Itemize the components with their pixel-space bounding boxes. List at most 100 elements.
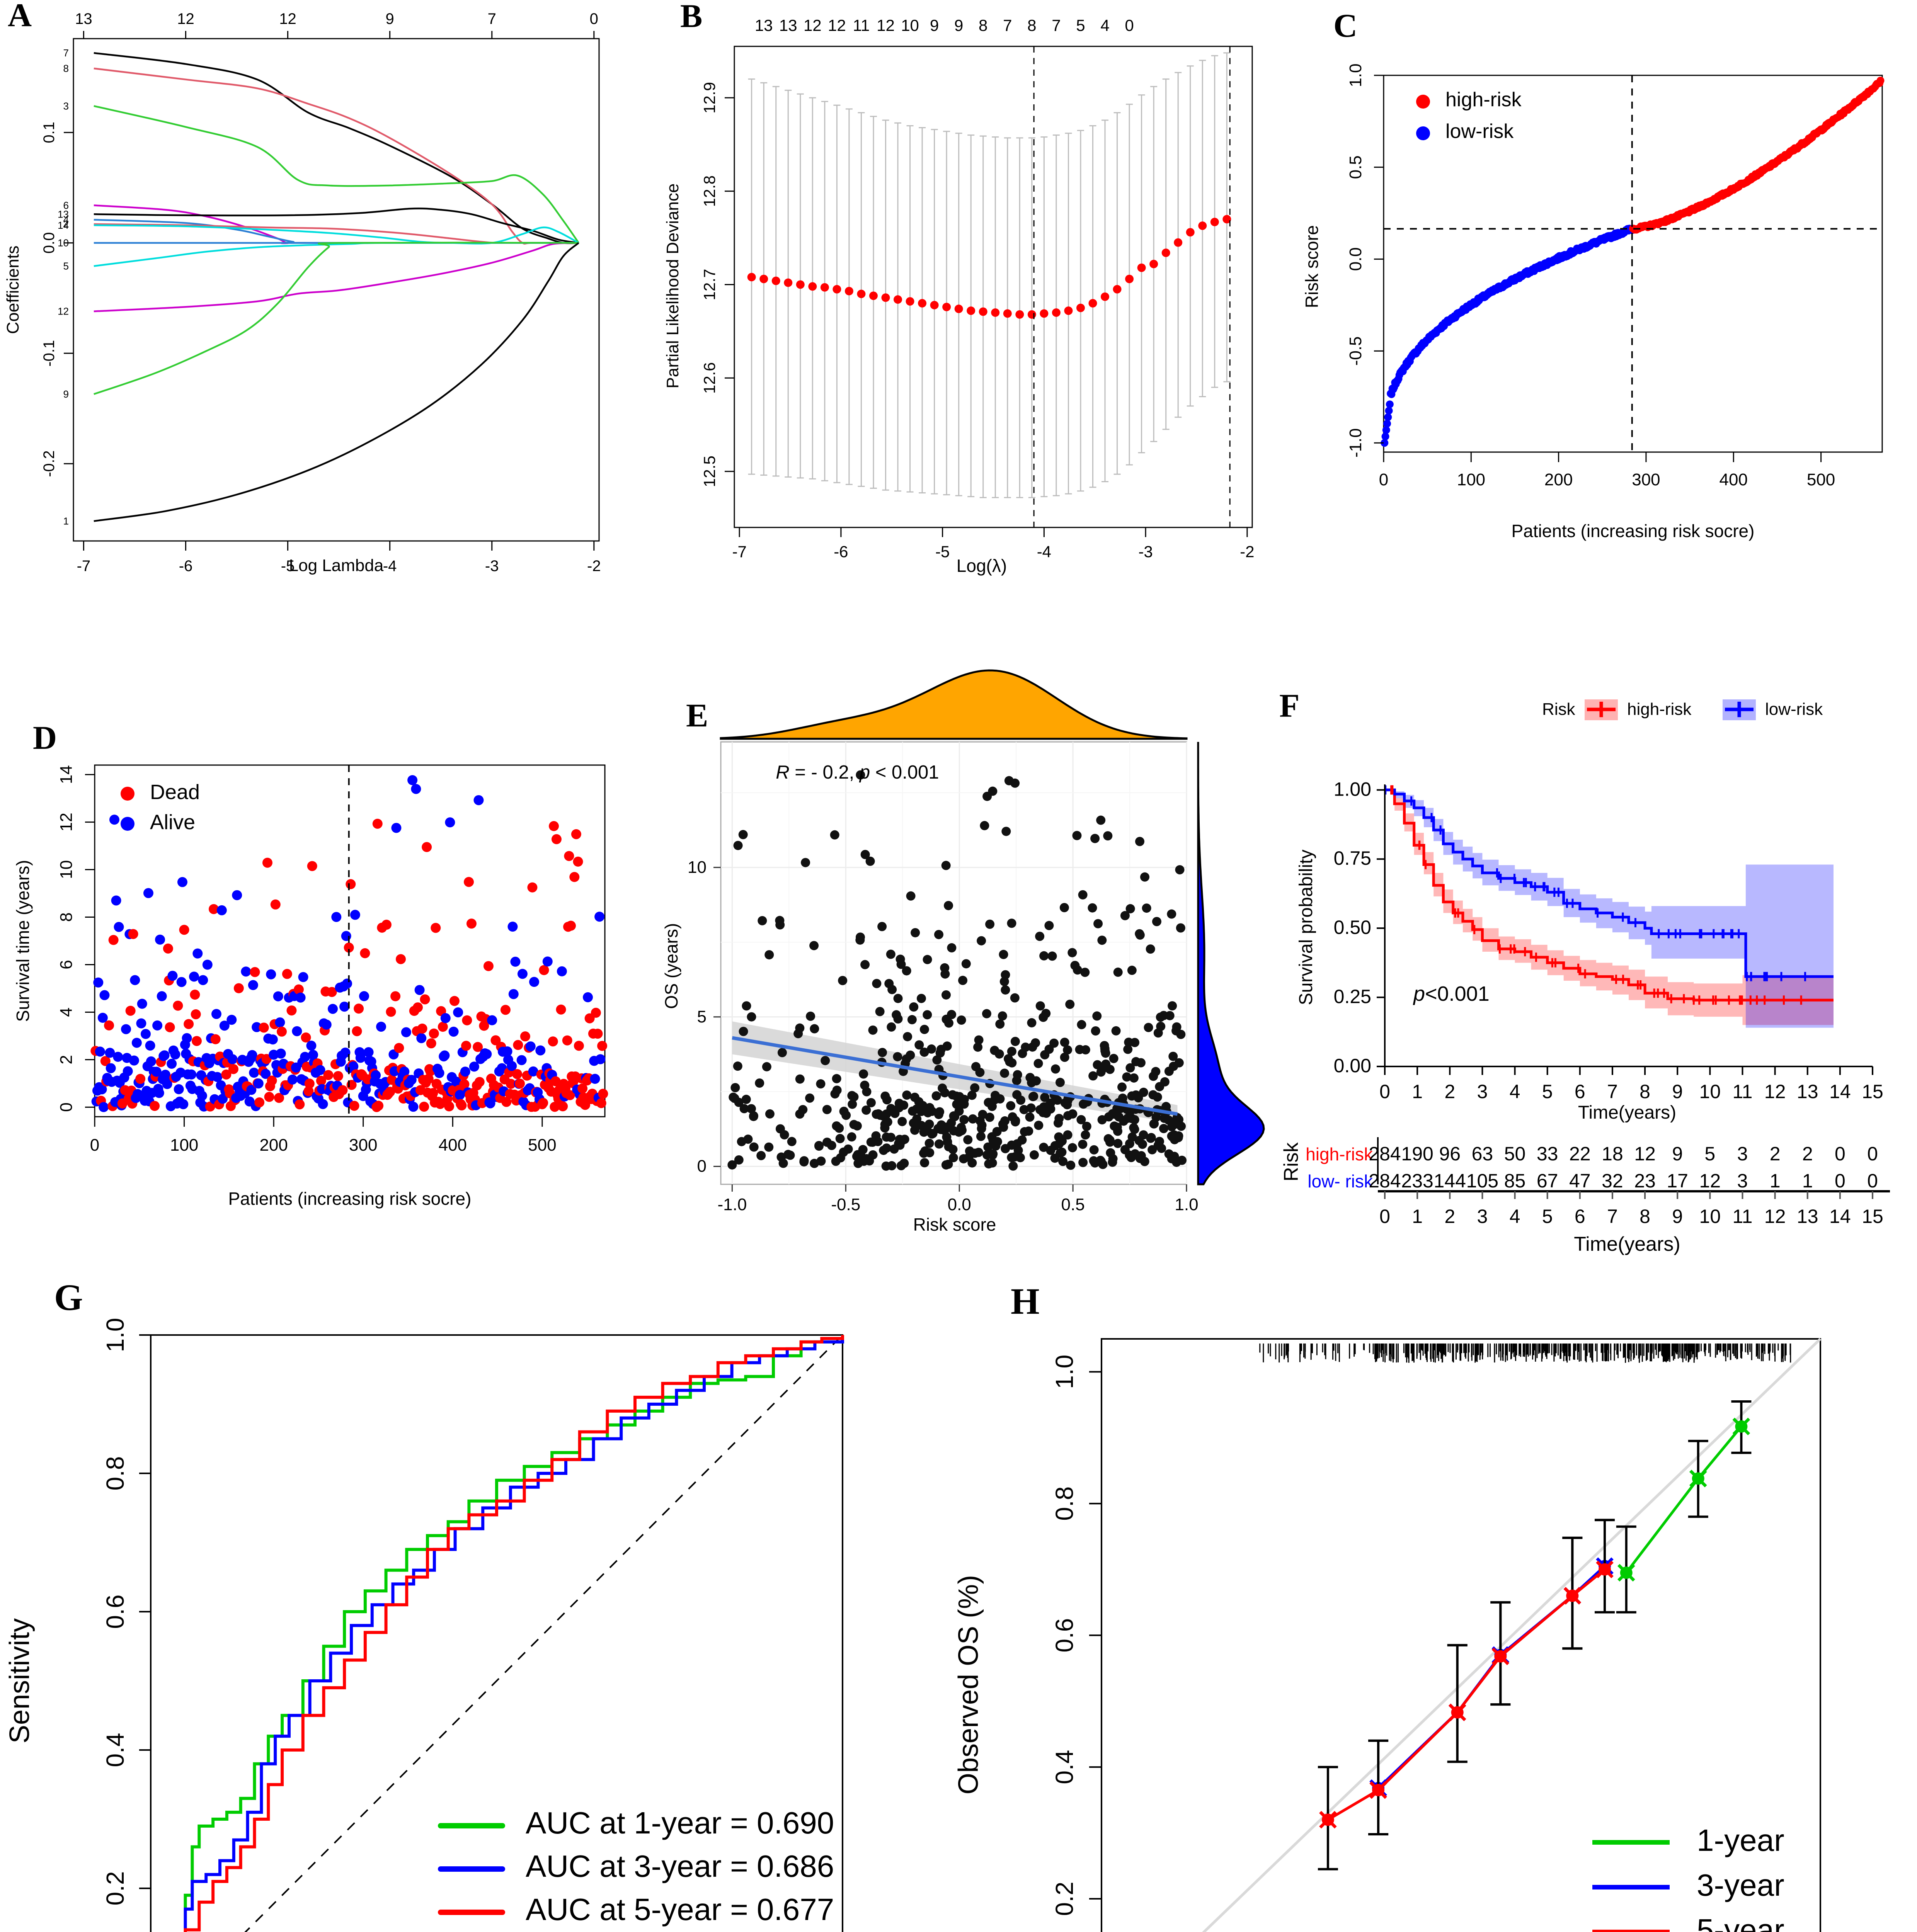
panel-a-top-axis: 13 12 12 9 7 0 <box>73 10 599 39</box>
svg-text:14: 14 <box>1829 1081 1851 1102</box>
svg-text:5: 5 <box>63 260 69 272</box>
svg-text:13: 13 <box>755 16 773 34</box>
panel-a-svg: A 13 12 12 9 7 0 0.10.0-0.1-0.2 -7 -6 -5 -4 -3 -2 … <box>3 0 601 575</box>
svg-text:2: 2 <box>1802 1143 1813 1165</box>
panel-f: F Risk high-risk low-risk 0.00 0.25 0.50 0.75… <box>1272 672 1917 1260</box>
svg-text:high-risk: high-risk <box>1445 88 1522 111</box>
svg-text:1.0: 1.0 <box>1346 63 1365 87</box>
panel-e-annotation: R = - 0.2, p < 0.001 <box>739 762 965 783</box>
svg-text:5: 5 <box>1542 1081 1553 1102</box>
svg-text:33: 33 <box>1537 1143 1558 1165</box>
svg-text:12: 12 <box>279 10 296 27</box>
svg-text:3-year: 3-year <box>1697 1868 1784 1902</box>
svg-text:14: 14 <box>1829 1206 1851 1227</box>
svg-text:10: 10 <box>1699 1081 1721 1102</box>
panel-e-p-symbol: p <box>859 762 870 783</box>
panel-d-frame <box>94 764 606 1117</box>
svg-text:5: 5 <box>1076 16 1085 34</box>
svg-text:-2: -2 <box>1240 543 1254 561</box>
svg-text:10: 10 <box>57 860 76 879</box>
svg-text:233: 233 <box>1401 1170 1433 1192</box>
panel-e-p-value: < 0.001 <box>870 762 939 783</box>
svg-text:67: 67 <box>1537 1170 1558 1192</box>
svg-text:0.5: 0.5 <box>1061 1195 1085 1214</box>
svg-text:100: 100 <box>1457 470 1485 489</box>
svg-text:96: 96 <box>1439 1143 1461 1165</box>
svg-text:12: 12 <box>1634 1143 1656 1165</box>
svg-text:0: 0 <box>57 1102 76 1112</box>
svg-text:12.7: 12.7 <box>700 269 718 301</box>
svg-text:6: 6 <box>1575 1206 1585 1227</box>
svg-text:8: 8 <box>57 912 76 922</box>
svg-text:1-year: 1-year <box>1697 1823 1784 1857</box>
panel-h-y-axis <box>1089 1371 1102 1900</box>
svg-text:9: 9 <box>954 16 963 34</box>
panel-d-label: D <box>33 719 57 756</box>
svg-text:7: 7 <box>488 10 496 27</box>
svg-text:50: 50 <box>1504 1143 1526 1165</box>
svg-text:9: 9 <box>1672 1206 1683 1227</box>
svg-text:5-year: 5-year <box>1697 1913 1784 1932</box>
svg-text:12: 12 <box>57 813 76 832</box>
svg-text:1.0: 1.0 <box>1175 1195 1198 1214</box>
svg-text:400: 400 <box>439 1136 467 1155</box>
svg-text:18: 18 <box>1602 1143 1623 1165</box>
panel-a-x-axis <box>83 541 595 551</box>
svg-text:63: 63 <box>1472 1143 1493 1165</box>
svg-text:9: 9 <box>63 388 69 400</box>
svg-text:low-risk: low-risk <box>1445 120 1514 143</box>
svg-text:284: 284 <box>1369 1170 1401 1192</box>
svg-text:3: 3 <box>1737 1170 1748 1192</box>
svg-text:5: 5 <box>1704 1143 1715 1165</box>
svg-text:12: 12 <box>1764 1206 1786 1227</box>
svg-text:2: 2 <box>1770 1143 1781 1165</box>
svg-text:11: 11 <box>853 16 870 34</box>
svg-text:5: 5 <box>697 1007 707 1026</box>
panel-f-pvalue-rest: <0.001 <box>1425 982 1490 1005</box>
svg-text:190: 190 <box>1401 1143 1433 1165</box>
svg-text:13: 13 <box>779 16 797 34</box>
panel-a-y-axis <box>64 132 73 464</box>
svg-text:-0.5: -0.5 <box>1346 337 1365 366</box>
panel-b: B 13 13 12 12 11 12 10 9 9 8 7 8 7 5 4 0 12.9 12.8 12.7 12… <box>638 0 1272 599</box>
svg-text:2: 2 <box>1444 1081 1455 1102</box>
svg-text:14: 14 <box>57 765 76 784</box>
svg-text:1.0: 1.0 <box>101 1318 129 1352</box>
panel-h-legend: 1-year 3-year 5-year <box>1592 1823 1784 1932</box>
panel-f-y-ticks <box>1377 789 1385 1067</box>
panel-f-ci-bands <box>1385 790 1834 1028</box>
svg-text:0: 0 <box>1379 1081 1390 1102</box>
svg-text:1: 1 <box>1802 1170 1813 1192</box>
svg-text:9: 9 <box>1672 1143 1683 1165</box>
panel-f-legend: Risk high-risk low-risk <box>1542 699 1823 720</box>
panel-c-points <box>1381 77 1885 447</box>
panel-e-right-density <box>1197 742 1265 1185</box>
panel-d-xlabel: Patients (increasing risk socre) <box>228 1189 472 1209</box>
svg-text:23: 23 <box>1634 1170 1656 1192</box>
svg-text:1: 1 <box>1412 1206 1423 1227</box>
svg-text:-1.0: -1.0 <box>1346 428 1365 457</box>
svg-text:13: 13 <box>1797 1081 1818 1102</box>
svg-text:85: 85 <box>1504 1170 1526 1192</box>
panel-h-frame <box>1101 1338 1821 1932</box>
svg-text:0.75: 0.75 <box>1334 847 1371 869</box>
svg-text:0.0: 0.0 <box>948 1195 971 1214</box>
svg-text:10: 10 <box>1699 1206 1721 1227</box>
svg-text:0.4: 0.4 <box>1050 1750 1078 1784</box>
svg-text:13: 13 <box>58 208 69 220</box>
panel-c-x-axis <box>1383 452 1822 462</box>
svg-text:Risk: Risk <box>1542 700 1576 719</box>
svg-text:0.4: 0.4 <box>101 1733 129 1767</box>
svg-text:low-risk: low-risk <box>1765 700 1823 719</box>
panel-g-legend: AUC at 1-year = 0.690 AUC at 3-year = 0.6… <box>438 1806 834 1927</box>
panel-g-label: G <box>54 1277 83 1318</box>
svg-text:0: 0 <box>90 1136 99 1155</box>
panel-a-label: A <box>8 0 32 34</box>
svg-text:-6: -6 <box>834 543 848 561</box>
svg-text:284: 284 <box>1369 1143 1401 1165</box>
panel-g-frame <box>150 1334 843 1932</box>
panel-f-x-ticks <box>1384 1066 1873 1075</box>
svg-text:0.6: 0.6 <box>101 1595 129 1629</box>
